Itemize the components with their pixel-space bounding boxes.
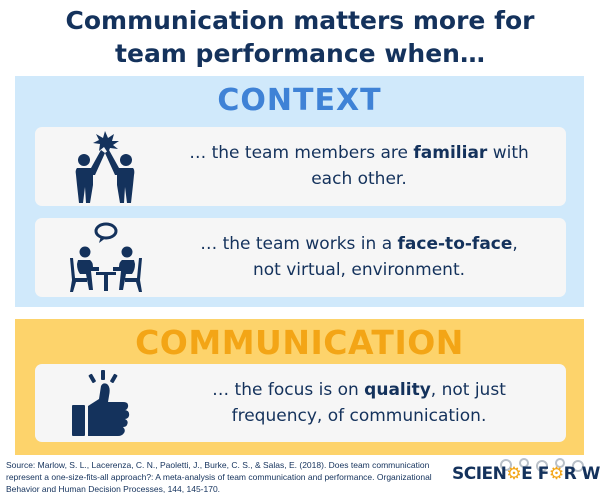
logo-part-2: E (521, 464, 533, 484)
page-title: Communication matters more for team perf… (0, 4, 600, 70)
familiar-text: … the team members are familiar with eac… (172, 140, 546, 192)
face-to-face-text-post: , (512, 234, 518, 254)
quality-text-pre: … the focus is on (212, 380, 365, 400)
familiar-text-pre: … the team members are (189, 143, 414, 163)
quality-card: … the focus is on quality, not just freq… (35, 364, 566, 442)
familiar-text-post: with (487, 143, 529, 163)
gears-icon (500, 458, 584, 472)
face-to-face-text-pre: … the team works in a (200, 234, 398, 254)
title-line-1: Communication matters more for (65, 6, 535, 35)
face-to-face-text: … the team works in a face-to-face, not … (172, 231, 546, 283)
logo-part-4: R W (563, 464, 600, 484)
face-to-face-text-line2: not virtual, environment. (252, 260, 466, 280)
logo-part-3: F (537, 464, 550, 484)
context-heading: CONTEXT (217, 83, 382, 118)
familiar-text-line2: each other. (311, 169, 407, 189)
face-to-face-text-bold: face-to-face (397, 234, 513, 254)
high-five-icon (75, 131, 135, 203)
communication-heading: COMMUNICATION (135, 323, 464, 362)
context-section: CONTEXT … the team members are familiar … (15, 76, 584, 307)
thumbs-up-icon (72, 370, 130, 436)
source-citation: Source: Marlow, S. L., Lacerenza, C. N.,… (6, 460, 432, 494)
quality-text-post: , not just (430, 380, 506, 400)
quality-text-bold: quality (364, 380, 431, 400)
science-for-work-logo: SCIEN⚙E F⚙R W⚙RK (452, 464, 600, 484)
logo-part-1: SCIEN (452, 464, 507, 484)
face-to-face-card: … the team works in a face-to-face, not … (35, 218, 566, 297)
quality-text-line2: frequency, of communication. (231, 406, 487, 426)
quality-text: … the focus is on quality, not just freq… (172, 377, 546, 429)
familiar-text-bold: familiar (413, 143, 488, 163)
logo-gear-o1: ⚙ (548, 464, 564, 484)
familiar-card: … the team members are familiar with eac… (35, 127, 566, 206)
face-to-face-meeting-icon (70, 222, 142, 292)
communication-section: COMMUNICATION … the focus is on quality,… (15, 319, 584, 455)
title-line-2: team performance when… (115, 39, 485, 68)
logo-gear-c: ⚙ (506, 464, 522, 484)
